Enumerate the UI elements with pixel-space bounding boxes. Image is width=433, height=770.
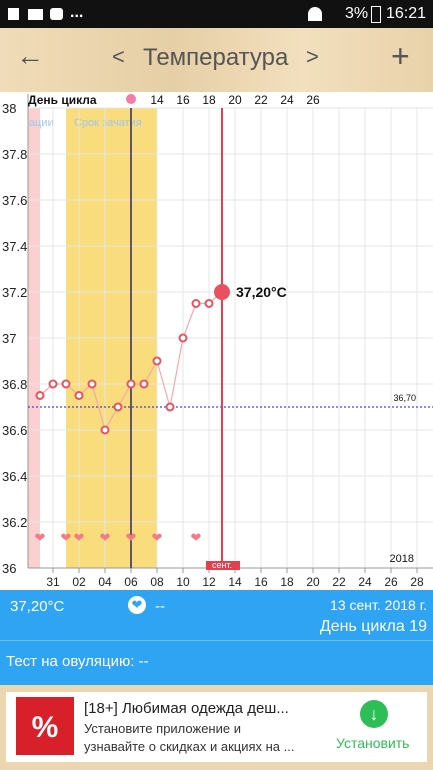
icon	[50, 8, 63, 20]
more: ...	[70, 4, 84, 21]
cycle-day-label: 16	[176, 93, 190, 107]
status-bar: ... 3% 16:21	[0, 0, 433, 28]
battery-icon	[371, 6, 381, 23]
icon	[28, 9, 43, 20]
back-button[interactable]: ←	[16, 40, 44, 71]
y-tick-label: 37.2	[2, 285, 27, 300]
y-tick-label: 37.6	[2, 193, 27, 208]
month-badge	[206, 561, 240, 570]
x-tick-label: 02	[72, 575, 86, 589]
heart: ❤	[100, 530, 111, 545]
reference-label: 36,70	[393, 393, 416, 403]
point	[87, 379, 97, 389]
x-tick-label: 14	[228, 575, 242, 589]
date: 13 сент. 2018 г.	[330, 597, 427, 613]
header: ← < Температура > +	[0, 28, 433, 92]
heart: ❤	[191, 530, 202, 545]
x-tick-label: 10	[176, 575, 190, 589]
cycle-label: День цикла	[28, 93, 97, 107]
y-tick-label: 37.4	[2, 239, 27, 254]
x-tick-label: 06	[124, 575, 138, 589]
x-tick-label: 28	[410, 575, 424, 589]
x-tick-label: 26	[384, 575, 398, 589]
y-tick-label: 36.6	[2, 423, 27, 438]
y-tick-label: 36.2	[2, 515, 27, 530]
x-tick-label: 04	[98, 575, 112, 589]
chart-bg	[0, 92, 433, 590]
cycle-day-label: 22	[254, 93, 268, 107]
x-tick-label: 22	[332, 575, 346, 589]
point	[100, 425, 110, 435]
summary-panel: 37,20°C ❤ -- 13 сент. 2018 г. День цикла…	[0, 590, 433, 685]
point	[139, 379, 149, 389]
x-tick-label: 12	[202, 575, 216, 589]
cycle-day-label: 14	[150, 93, 164, 107]
icon	[8, 8, 19, 20]
heart-button[interactable]: ❤	[128, 596, 146, 614]
highlight-label: 37,20°C	[236, 284, 287, 300]
y-tick-label: 37	[2, 331, 16, 346]
cycle-day-label: 26	[306, 93, 320, 107]
year-label: 2018	[390, 553, 414, 565]
point	[61, 379, 71, 389]
point	[126, 379, 136, 389]
point	[178, 333, 188, 343]
y-tick-label: 37.8	[2, 147, 27, 162]
band-label: ации	[29, 117, 54, 129]
ad-icon: %	[16, 697, 74, 755]
y-tick-label: 38	[2, 101, 16, 116]
heart-value: --	[155, 598, 165, 615]
point	[74, 391, 84, 400]
heart: ❤	[35, 530, 46, 545]
prev-button[interactable]: <	[112, 44, 125, 69]
ad-title: [18+] Любимая одежда деш...	[84, 700, 289, 717]
ad-banner[interactable]: % [18+] Любимая одежда деш... Установите…	[6, 692, 427, 762]
chart: ации Срок зачатия 36 36.2 36.4 36.6 36.8 37 37.2…	[0, 92, 433, 590]
x-tick-label: 18	[280, 575, 294, 589]
ovulation-dot	[126, 94, 136, 104]
point	[165, 402, 175, 412]
point	[113, 402, 123, 412]
add-button[interactable]: +	[391, 38, 410, 74]
cycle-day-label: 18	[202, 93, 216, 107]
highlight-point	[214, 284, 230, 300]
x-tick-label: 24	[358, 575, 372, 589]
point	[35, 391, 45, 400]
ad-text: узнавайте о скидках и акциях на ...	[84, 739, 295, 754]
y-tick-label: 36.4	[2, 469, 27, 484]
next-button[interactable]: >	[306, 44, 319, 69]
point	[191, 299, 201, 308]
divider	[0, 640, 433, 641]
install-button[interactable]: Установить	[336, 735, 410, 751]
temperature: 37,20°C	[10, 598, 65, 615]
ovulation-test[interactable]: Тест на овуляцию: --	[6, 653, 149, 670]
y-tick-label: 36	[2, 561, 16, 576]
month-label: сент.	[212, 560, 232, 570]
heart: ❤	[74, 530, 85, 545]
wifi-icon	[308, 7, 322, 21]
point	[204, 299, 214, 308]
cycle-day: День цикла 19	[319, 618, 427, 635]
ad-text: Установите приложение и	[84, 721, 241, 736]
y-tick-label: 36.8	[2, 377, 27, 392]
heart: ❤	[61, 530, 72, 545]
cycle-day-label: 24	[280, 93, 294, 107]
x-tick-label: 08	[150, 575, 164, 589]
band-label: Срок зачатия	[74, 117, 142, 129]
x-tick-label: 31	[46, 575, 60, 589]
point	[152, 356, 162, 366]
heart: ❤	[126, 530, 137, 545]
cycle-day-label: 20	[228, 93, 242, 107]
download-icon: ↓	[360, 700, 388, 728]
time: 16:21	[386, 5, 427, 22]
heart: ❤	[152, 530, 163, 545]
x-tick-label: 20	[306, 575, 320, 589]
battery-percent: 3%	[345, 5, 369, 22]
x-tick-label: 16	[254, 575, 268, 589]
point	[48, 379, 58, 389]
title: Температура	[143, 44, 289, 71]
